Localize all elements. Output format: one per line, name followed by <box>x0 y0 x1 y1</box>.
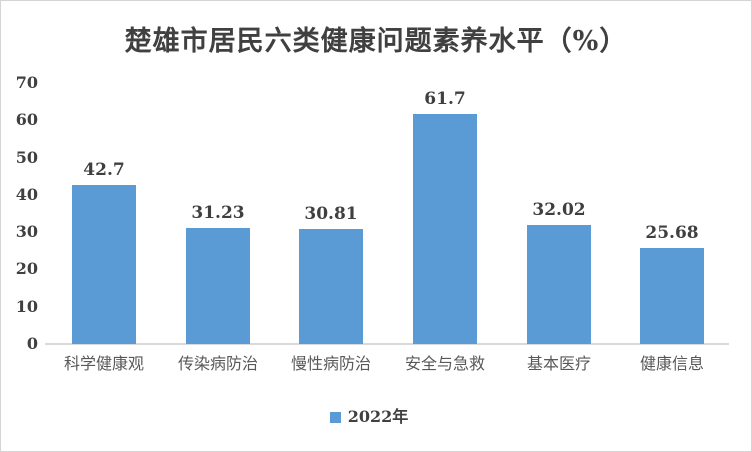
x-axis-label-2: 传染病防治 <box>177 354 258 373</box>
value-label-1: 42.7 <box>83 160 125 180</box>
y-axis-tick-label: 40 <box>15 184 38 204</box>
legend-label: 2022年 <box>347 407 409 426</box>
y-axis-tick-label: 20 <box>15 259 38 279</box>
y-axis-tick-label: 50 <box>15 147 38 167</box>
value-label-4: 61.7 <box>424 89 466 109</box>
bar-3 <box>299 229 363 344</box>
y-axis-tick-label: 60 <box>15 110 38 130</box>
x-axis-label-6: 健康信息 <box>639 354 704 373</box>
legend: 2022年 <box>1 409 737 425</box>
x-axis-label-3: 慢性病防治 <box>290 354 371 373</box>
x-axis-line <box>45 343 729 345</box>
bar-6 <box>640 248 704 344</box>
x-axis-label-5: 基本医疗 <box>526 354 591 373</box>
y-axis-tick-label: 10 <box>15 296 38 316</box>
value-label-5: 32.02 <box>532 200 586 220</box>
y-axis-tick-label: 0 <box>26 334 38 353</box>
bar-2 <box>186 228 250 344</box>
bar-1 <box>72 185 136 344</box>
value-label-3: 30.81 <box>304 204 358 224</box>
y-axis-tick-label: 30 <box>15 222 38 242</box>
x-axis-label-1: 科学健康观 <box>63 354 144 373</box>
bar-5 <box>527 225 591 344</box>
chart-title: 楚雄市居民六类健康问题素养水平（%） <box>124 26 628 57</box>
legend-swatch-icon <box>329 411 341 423</box>
value-label-2: 31.23 <box>191 203 245 223</box>
y-axis-tick-label: 70 <box>15 73 38 92</box>
x-axis-label-4: 安全与急救 <box>404 354 485 373</box>
value-label-6: 25.68 <box>645 223 699 243</box>
bar-4 <box>413 114 477 344</box>
